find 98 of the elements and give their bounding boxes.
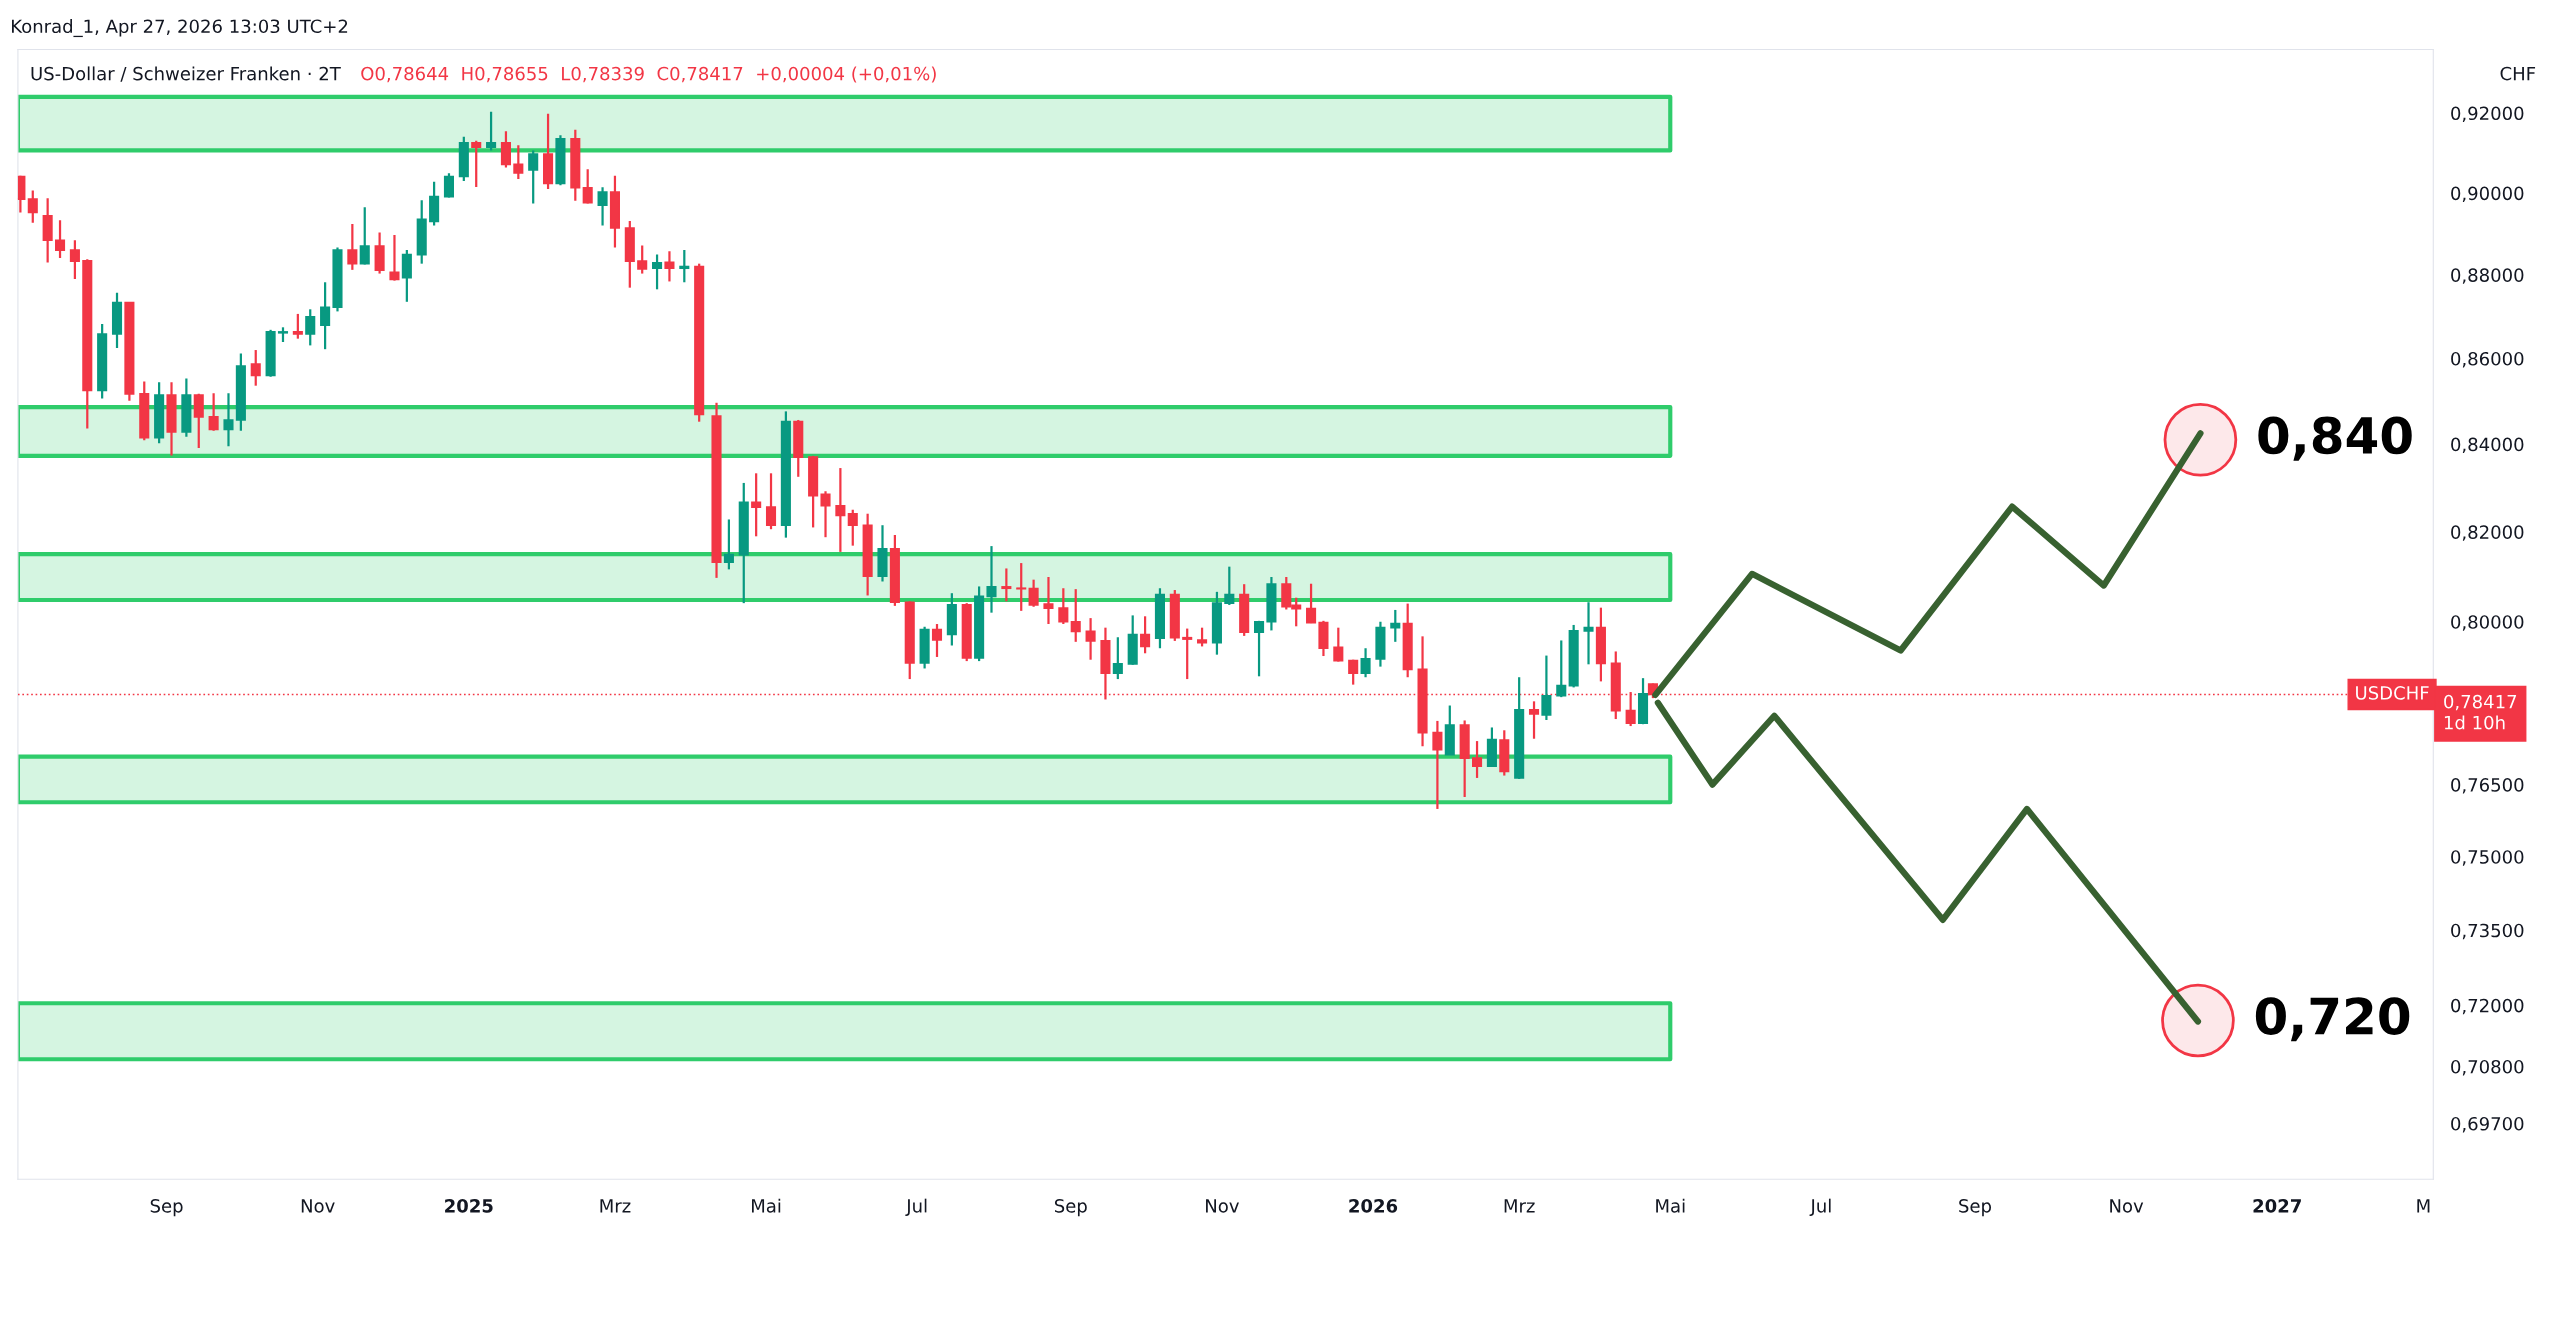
x-tick-label: Nov <box>2110 1199 2144 1213</box>
x-tick-label: Jul <box>1809 1198 1831 1217</box>
candlestick <box>54 219 66 260</box>
candlestick <box>223 392 234 448</box>
candlestick <box>1224 565 1235 607</box>
y-tick-label: 0,70800 <box>2451 1059 2524 1076</box>
candlestick <box>1625 690 1636 728</box>
x-tick-label: Sep <box>1054 1199 1087 1217</box>
y-tick-label: 0,82000 <box>2451 525 2524 541</box>
candlestick <box>193 392 204 450</box>
x-tick-label: Nov <box>301 1199 335 1213</box>
candlestick <box>443 172 455 199</box>
candlestick <box>723 518 734 571</box>
candlestick <box>320 281 331 351</box>
candlestick <box>1001 567 1012 603</box>
candlestick <box>500 130 511 169</box>
x-tick-label: Mai <box>1656 1198 1685 1213</box>
candlestick <box>1528 700 1540 740</box>
x-tick-label: 2026 <box>1349 1199 1398 1213</box>
x-tick-label: Sep <box>150 1199 183 1217</box>
y-tick-label: 0,92000 <box>2451 106 2524 122</box>
candlestick <box>1070 588 1081 643</box>
x-tick-label: Mrz <box>1504 1199 1535 1213</box>
candlestick <box>1360 647 1371 679</box>
candlestick <box>1182 627 1193 681</box>
candlestick <box>847 508 858 547</box>
candlestick <box>1348 658 1359 686</box>
candlestick <box>389 233 400 282</box>
candlestick <box>1333 626 1344 663</box>
candlestick <box>1583 601 1594 666</box>
candlestick <box>1253 619 1265 678</box>
candlestick <box>820 490 831 539</box>
candlestick <box>1432 719 1443 811</box>
candlestick <box>292 312 303 340</box>
candlestick <box>471 139 482 189</box>
candlestick <box>652 253 663 291</box>
candlestick <box>751 472 762 538</box>
ref-line-label: USDCHF <box>2356 686 2429 700</box>
candlestick <box>250 348 261 387</box>
y-tick-label: 0,76500 <box>2451 778 2524 794</box>
candlestick <box>1471 739 1483 780</box>
text: O0,78644 H0,78655 L0,78339 C0,78417 +0,00004 (+0,01%) <box>361 66 936 83</box>
text: US-Dollar / Schweizer Franken · 2T <box>31 66 341 82</box>
candlestick <box>305 308 316 347</box>
x-tick-label: 2027 <box>2253 1199 2301 1213</box>
x-tick-label: M <box>2417 1199 2430 1213</box>
candlestick <box>637 244 648 275</box>
text: 0,78417 <box>2444 694 2517 711</box>
y-tick-label: 0,86000 <box>2451 351 2524 368</box>
candlestick <box>1085 617 1096 661</box>
candlestick <box>1390 608 1401 643</box>
y-tick-label: 0,80000 <box>2451 615 2524 631</box>
candlestick <box>1541 654 1552 722</box>
y-tick-label: 0,72000 <box>2451 998 2524 1015</box>
annotation: 0,840 <box>2258 416 2412 461</box>
y-tick-label: 0,84000 <box>2451 437 2524 454</box>
candlestick <box>1112 636 1123 681</box>
candlestick <box>347 222 358 271</box>
candlestick <box>69 239 80 281</box>
x-tick-label: Mai <box>752 1198 781 1213</box>
candlestick <box>17 174 26 214</box>
y-tick-label: 0,75000 <box>2451 850 2524 866</box>
x-tick-label: 2025 <box>445 1199 493 1213</box>
candlestick <box>679 248 690 284</box>
y-tick-label: 0,73500 <box>2451 923 2524 940</box>
x-tick-label: Jul <box>905 1198 927 1217</box>
candlestick <box>835 466 846 554</box>
annotation: 0,720 <box>2255 997 2410 1042</box>
candlestick <box>513 144 524 180</box>
candlestick <box>401 248 412 303</box>
x-tick-label: Nov <box>1206 1199 1239 1213</box>
x-tick-label: Mrz <box>600 1199 631 1213</box>
y-tick-label: 0,69700 <box>2451 1116 2524 1133</box>
candlestick <box>986 544 997 614</box>
candlestick <box>582 168 593 205</box>
y-tick-label: 0,88000 <box>2451 268 2524 284</box>
candlestick <box>1556 639 1567 699</box>
candlestick <box>765 472 777 531</box>
candlestick <box>597 186 608 227</box>
candlestick <box>664 250 675 283</box>
candlestick <box>1058 587 1069 626</box>
candlestick <box>1016 561 1027 612</box>
text: 1d 10h <box>2444 715 2505 730</box>
candlestick <box>1197 626 1208 648</box>
candlestick <box>528 149 539 205</box>
y-tick-label: 0,90000 <box>2451 186 2524 202</box>
candlestick <box>931 622 943 659</box>
candlestick <box>208 392 219 432</box>
candlestick <box>1140 615 1151 655</box>
x-tick-label: Sep <box>1959 1199 1992 1217</box>
candlestick <box>359 206 370 266</box>
candlestick <box>1043 575 1054 626</box>
text: Konrad_1, Apr 27, 2026 13:03 UTC+2 <box>12 19 348 38</box>
candlestick <box>486 110 497 152</box>
candlestick <box>1306 582 1317 625</box>
y-axis-title: CHF <box>2500 66 2536 81</box>
candlestick <box>1028 578 1039 608</box>
candlestick <box>27 189 38 224</box>
